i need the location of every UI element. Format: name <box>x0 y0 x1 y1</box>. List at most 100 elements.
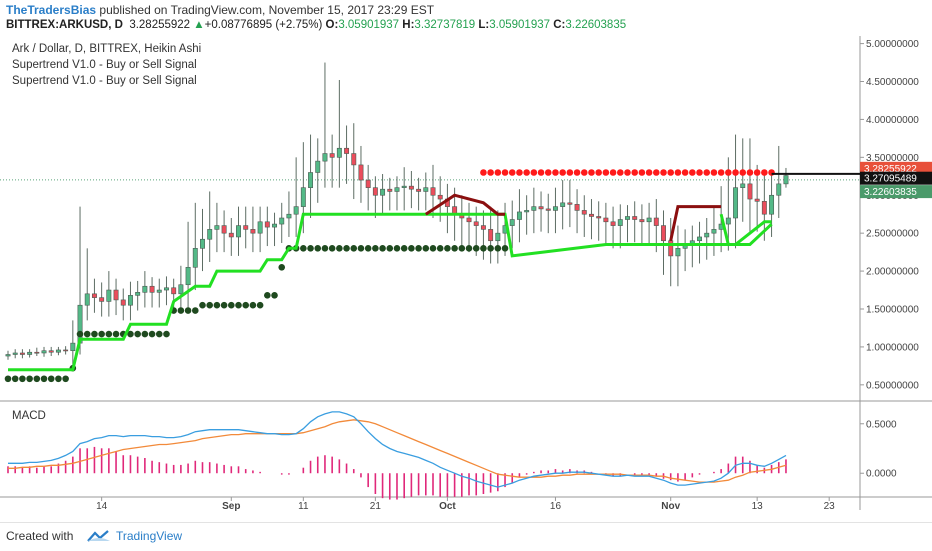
supertrend-red-dot <box>552 169 559 176</box>
candle-body <box>12 352 18 355</box>
candle-body <box>704 232 710 238</box>
ohlc-line: BITTREX:ARKUSD, D 3.28255922 ▲+0.0877689… <box>6 19 626 31</box>
supertrend-dot <box>163 330 170 338</box>
candle-body <box>740 183 746 188</box>
high-label: H: <box>402 19 415 31</box>
supertrend-dot <box>393 245 401 252</box>
candle-body <box>423 187 429 192</box>
candle-body <box>509 219 515 226</box>
candle-body <box>480 225 486 230</box>
supertrend-red-dot <box>559 169 566 176</box>
candle-body <box>783 175 789 185</box>
supertrend-red-dot <box>681 169 689 176</box>
supertrend-dot <box>199 301 206 309</box>
supertrend-red-dot <box>624 169 631 176</box>
candle-body <box>408 185 414 190</box>
candle-body <box>70 342 76 352</box>
price-tick-label: 1.50000000 <box>866 305 919 316</box>
candle-body <box>192 248 198 268</box>
candle-body <box>632 216 638 220</box>
candle-body <box>41 350 47 354</box>
candle-body <box>725 217 731 225</box>
time-tick-label: 11 <box>298 501 309 512</box>
price-label-text: 3.28255922 <box>864 164 917 175</box>
candle-body <box>149 285 155 293</box>
candle-body <box>156 289 162 293</box>
time-tick-label: Sep <box>222 501 240 512</box>
supertrend-dot <box>415 245 422 252</box>
supertrend-red-dot <box>580 169 588 176</box>
supertrend-dot <box>83 330 91 338</box>
supertrend-dot <box>249 301 257 309</box>
published-text: published on TradingView.com, November 1… <box>99 3 435 17</box>
chart-background <box>0 36 932 510</box>
supertrend-dot <box>501 245 509 252</box>
macd-signal-line <box>8 419 787 483</box>
supertrend-dot <box>228 301 235 309</box>
candle-body <box>661 225 666 242</box>
supertrend-dot <box>357 245 365 252</box>
time-tick-label: 16 <box>550 501 562 512</box>
candle-body <box>589 213 594 217</box>
supertrend-dot <box>127 330 134 338</box>
candle-body <box>437 194 443 200</box>
supertrend-dot <box>155 330 163 338</box>
supertrend-red-dot <box>609 169 617 176</box>
supertrend-red-dot <box>667 169 675 176</box>
candle-body <box>164 287 169 291</box>
candle-body <box>516 211 522 220</box>
candle-body <box>344 147 350 154</box>
candle-body <box>214 225 220 230</box>
chart-title: Ark / Dollar, D, BITTREX, Heikin Ashi <box>12 43 201 55</box>
candle-body <box>697 236 702 242</box>
author-link[interactable]: TheTradersBias <box>6 3 97 17</box>
footer: Created with TradingView <box>0 522 932 551</box>
candle-body <box>380 188 386 196</box>
candle-body <box>473 221 479 226</box>
candle-body <box>761 201 767 215</box>
macd-legend: MACD <box>12 410 46 422</box>
supertrend-dot <box>400 245 408 252</box>
supertrend-red-dot <box>689 169 696 176</box>
supertrend-red-dot <box>523 169 530 176</box>
supertrend-red-dot <box>544 169 552 176</box>
supertrend-dot <box>112 330 120 338</box>
candle-body <box>127 295 133 306</box>
candle-body <box>668 240 674 257</box>
candle-body <box>250 229 256 234</box>
supertrend-dot <box>458 245 466 252</box>
chart-canvas[interactable]: 0.50000000 1.00000000 1.50000000 2.00000000… <box>0 36 932 522</box>
candle-body <box>653 217 659 226</box>
candle-body <box>581 210 587 215</box>
candle-body <box>733 187 739 219</box>
supertrend-red-dot <box>739 169 747 176</box>
candle-body <box>711 229 717 234</box>
symbol-label[interactable]: BITTREX:ARKUSD, D <box>6 19 123 31</box>
supertrend-red-dot <box>725 169 732 176</box>
supertrend-red-dot <box>761 169 768 176</box>
candle-body <box>336 147 342 158</box>
candle-body <box>372 187 378 196</box>
tradingview-link[interactable]: TradingView <box>116 529 183 543</box>
price-label-box <box>860 185 932 199</box>
candle-body <box>171 287 177 295</box>
candle-body <box>351 153 357 166</box>
supertrend-dot <box>278 263 286 271</box>
candle-body <box>113 289 119 301</box>
supertrend-dot <box>184 307 192 314</box>
candle-body <box>769 194 775 215</box>
candle-body <box>747 183 753 200</box>
supertrend-dot <box>307 245 314 252</box>
candle-body <box>106 289 112 302</box>
supertrend-dot <box>213 301 221 309</box>
supertrend-dot <box>372 245 379 252</box>
supertrend-dot <box>134 330 141 338</box>
supertrend-red-dot <box>732 169 739 176</box>
supertrend-dot <box>328 245 336 252</box>
supertrend-dot <box>33 375 41 383</box>
price-label-box <box>860 161 932 175</box>
price-tick-label: 2.50000000 <box>866 229 919 240</box>
supertrend-red-dot <box>631 169 638 176</box>
supertrend-dot <box>487 245 494 252</box>
supertrend-red-dot <box>588 169 595 176</box>
